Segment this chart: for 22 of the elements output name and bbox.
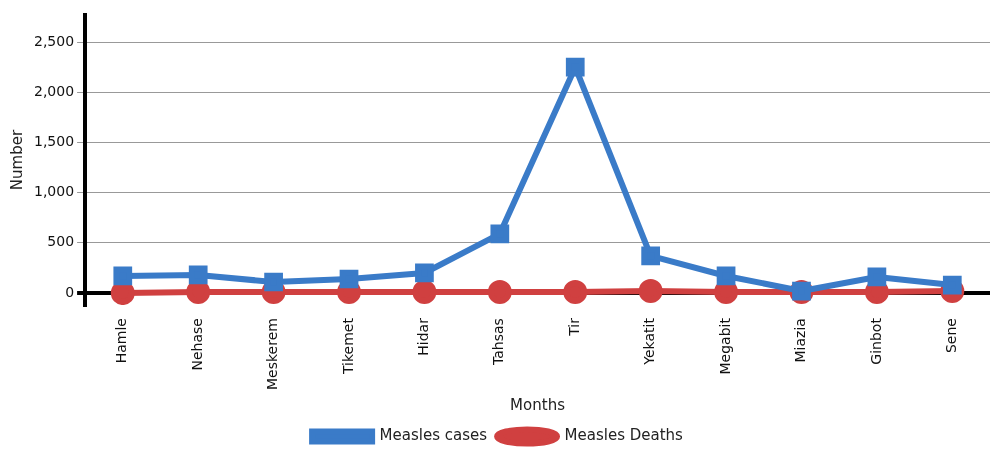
x-tick-label: Hamle <box>113 318 130 364</box>
y-tick-label: 1,000 <box>33 183 75 200</box>
x-tick-label: Meskerem <box>264 318 281 391</box>
legend-label: Measles cases <box>379 426 488 445</box>
y-tick-label: 2,000 <box>33 82 75 99</box>
legend-label: Measles Deaths <box>564 426 684 445</box>
x-tick-label: Tikemet <box>339 317 356 376</box>
y-axis-title: Number <box>7 129 26 191</box>
x-axis-title: Months <box>510 395 566 414</box>
y-tick-label: 2,500 <box>33 32 75 49</box>
x-tick-label: Hidar <box>415 317 432 356</box>
y-tick-label: 1,500 <box>33 133 75 150</box>
x-tick-label: Nehase <box>188 318 205 371</box>
x-tick-label: Miazia <box>792 318 809 363</box>
y-tick-label: 500 <box>47 233 75 250</box>
x-tick-label: Tir <box>565 317 582 337</box>
x-tick-label: Tahsas <box>490 318 507 366</box>
y-tick-label: 0 <box>65 283 75 300</box>
x-tick-label: Megabit <box>716 317 733 375</box>
x-tick-label: Ginbot <box>867 317 884 365</box>
x-tick-label: Yekatit <box>641 317 658 366</box>
x-tick-label: Sene <box>942 318 959 354</box>
